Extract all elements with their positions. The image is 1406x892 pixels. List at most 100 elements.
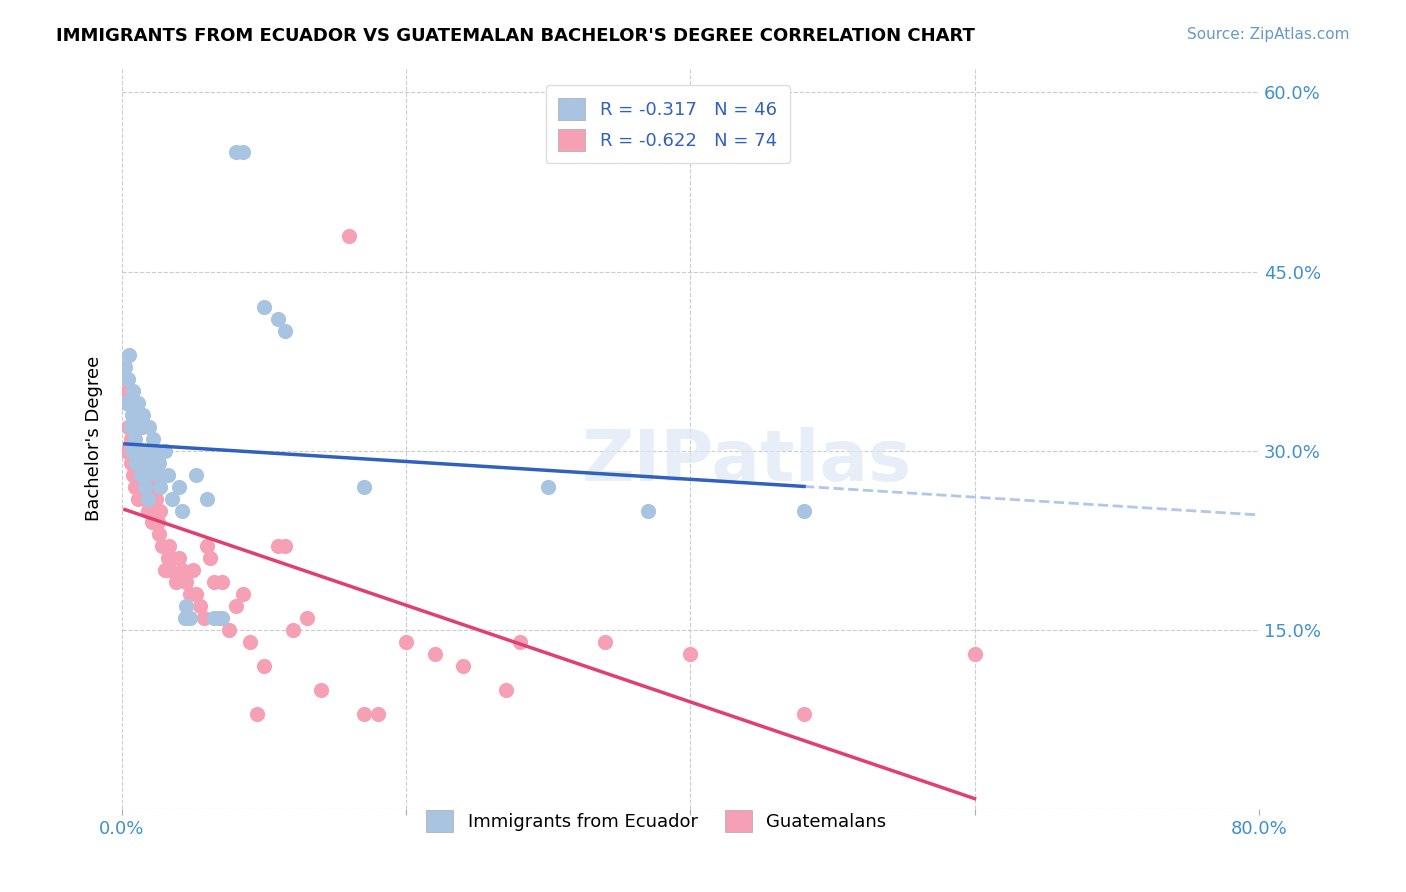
Point (141, 516, 163, 530)
Point (146, 467, 169, 482)
Point (117, 384, 139, 398)
Point (160, 551, 183, 566)
Point (593, 635, 616, 649)
Point (120, 432, 142, 446)
Point (184, 467, 207, 482)
Point (281, 623, 304, 637)
Point (148, 456, 170, 470)
Point (153, 563, 176, 577)
Point (118, 348, 141, 362)
Point (309, 682, 332, 697)
Point (136, 503, 159, 517)
Point (127, 491, 149, 506)
Point (174, 599, 197, 613)
Point (127, 396, 149, 410)
Point (184, 587, 207, 601)
Point (423, 647, 446, 661)
Point (142, 432, 165, 446)
Point (132, 480, 155, 494)
Point (963, 647, 986, 661)
Point (142, 480, 165, 494)
Point (125, 467, 148, 482)
Point (150, 539, 173, 553)
Point (274, 324, 297, 338)
Point (143, 503, 166, 517)
Point (134, 491, 156, 506)
Point (132, 408, 155, 422)
Point (225, 145, 247, 160)
Text: Source: ZipAtlas.com: Source: ZipAtlas.com (1187, 27, 1350, 42)
Point (122, 467, 145, 482)
Legend: Immigrants from Ecuador, Guatemalans: Immigrants from Ecuador, Guatemalans (413, 797, 898, 845)
Point (139, 467, 162, 482)
Point (134, 480, 156, 494)
Point (509, 635, 531, 649)
Point (121, 443, 143, 458)
Point (128, 456, 150, 470)
Point (495, 682, 517, 697)
Point (267, 539, 290, 553)
Point (181, 563, 204, 577)
Point (153, 443, 176, 458)
Point (174, 575, 197, 590)
Point (149, 503, 172, 517)
Point (121, 420, 143, 434)
Point (451, 658, 474, 673)
Point (118, 396, 141, 410)
Point (211, 611, 233, 625)
Point (337, 228, 360, 243)
Point (202, 575, 225, 590)
Point (125, 456, 148, 470)
Point (124, 432, 146, 446)
Point (188, 599, 211, 613)
Point (120, 420, 142, 434)
Point (253, 301, 276, 315)
Point (225, 599, 247, 613)
Point (167, 480, 190, 494)
Point (637, 503, 659, 517)
Point (156, 551, 179, 566)
Text: ZIPatlas: ZIPatlas (582, 426, 912, 496)
Point (679, 647, 702, 661)
Point (353, 706, 375, 721)
Point (202, 611, 225, 625)
Point (148, 527, 170, 541)
Text: IMMIGRANTS FROM ECUADOR VS GUATEMALAN BACHELOR'S DEGREE CORRELATION CHART: IMMIGRANTS FROM ECUADOR VS GUATEMALAN BA… (56, 27, 976, 45)
Point (295, 611, 318, 625)
Point (395, 635, 418, 649)
Point (138, 491, 160, 506)
Point (121, 408, 143, 422)
Point (156, 467, 179, 482)
Point (159, 563, 181, 577)
Point (135, 467, 157, 482)
Point (124, 443, 146, 458)
Point (253, 658, 276, 673)
Point (246, 706, 269, 721)
Point (135, 467, 157, 482)
Point (274, 539, 297, 553)
Point (195, 539, 218, 553)
Point (124, 480, 146, 494)
Point (179, 611, 201, 625)
Point (208, 611, 231, 625)
Point (117, 372, 139, 386)
Point (537, 480, 560, 494)
Point (211, 575, 233, 590)
Point (793, 706, 815, 721)
Point (367, 706, 389, 721)
Point (128, 420, 150, 434)
Point (165, 575, 187, 590)
Point (179, 587, 201, 601)
Point (793, 503, 815, 517)
Point (195, 491, 218, 506)
Point (146, 516, 169, 530)
Point (170, 563, 193, 577)
Point (232, 145, 254, 160)
Point (232, 587, 254, 601)
Point (167, 551, 190, 566)
Point (170, 503, 193, 517)
Point (117, 420, 139, 434)
Point (129, 480, 152, 494)
Point (193, 611, 215, 625)
Point (122, 384, 145, 398)
